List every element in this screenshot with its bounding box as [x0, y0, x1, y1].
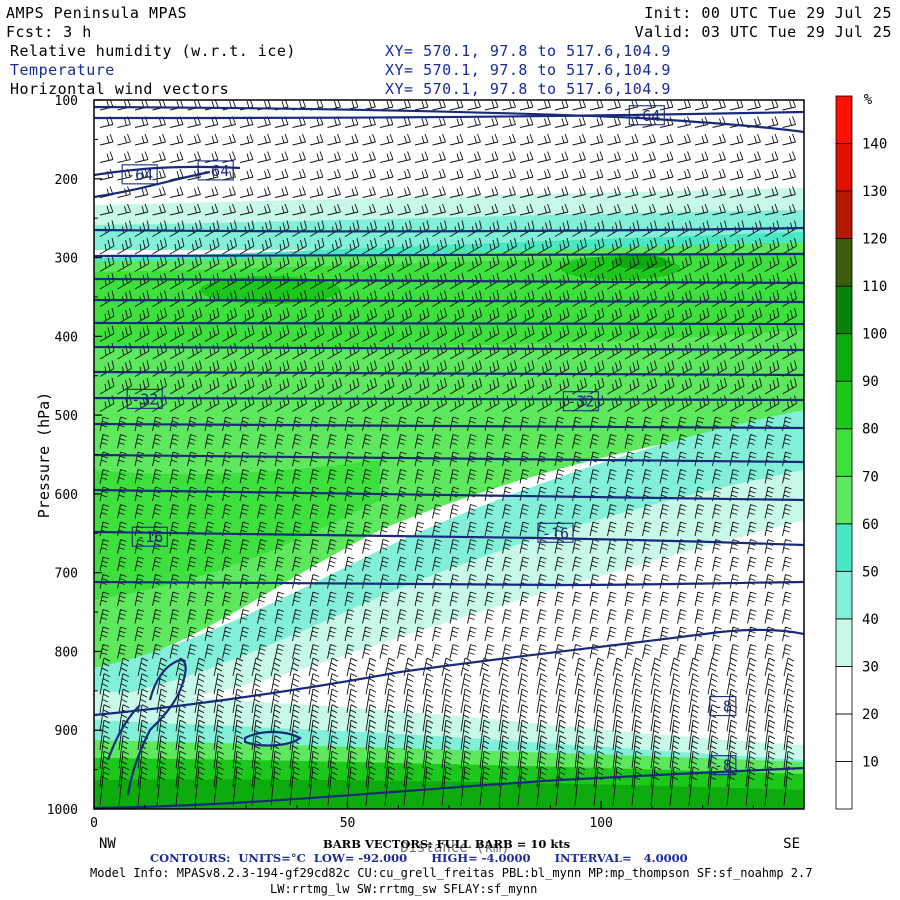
colorbar-level-label: 140 [862, 137, 887, 153]
barb-legend: BARB VECTORS: FULL BARB = 10 kts [323, 837, 571, 851]
colorbar-swatch [835, 428, 853, 477]
figure-title: AMPS Peninsula MPAS [6, 4, 188, 22]
y-tick-label: 500 [55, 409, 78, 424]
y-tick-label: 700 [55, 567, 78, 582]
field-xy-wind: XY= 570.1, 97.8 to 517.6,104.9 [385, 80, 671, 98]
x-tick-label: 50 [340, 816, 356, 831]
colorbar-level-label: 70 [862, 469, 879, 485]
colorbar-swatch [835, 190, 853, 239]
x-axis: 0 50 100 [90, 801, 754, 831]
contour-label: -8 [714, 698, 732, 716]
colorbar-level-label: 110 [862, 279, 887, 295]
contour-labels: -64 -64 -64 -32 -32 -16 -16 -8 -8 [121, 105, 737, 776]
colorbar-level-label: 130 [862, 184, 887, 200]
y-tick-label: 200 [55, 173, 78, 188]
colorbar-swatch [835, 713, 853, 762]
colorbar-level-label: 40 [862, 612, 879, 628]
y-tick-label: 600 [55, 488, 78, 503]
colorbar-level-label: 90 [862, 374, 879, 390]
colorbar-level-label: 120 [862, 232, 887, 248]
colorbar-swatch [835, 761, 853, 810]
contour-label-box [126, 388, 163, 409]
colorbar-swatch [835, 238, 853, 287]
contour-label-box [537, 522, 574, 543]
x-end-label-se: SE [783, 836, 800, 852]
y-tick-label: 300 [55, 252, 78, 267]
colorbar-level-label: 30 [862, 659, 879, 675]
colorbar-level-label: 20 [862, 707, 879, 723]
y-tick-label: 900 [55, 724, 78, 739]
colorbar-level-label: 50 [862, 564, 879, 580]
temperature-contours [94, 105, 804, 809]
y-tick-label: 800 [55, 645, 78, 660]
field-name-rh: Relative humidity (w.r.t. ice) [10, 42, 296, 60]
colorbar-unit: % [864, 92, 873, 108]
y-axis-label: Pressure (hPa) [35, 392, 53, 518]
valid-time: Valid: 03 UTC Tue 29 Jul 25 [634, 23, 892, 41]
contour-label: -16 [542, 524, 569, 542]
contour-label-box [628, 105, 665, 126]
colorbar-level-label: 80 [862, 422, 879, 438]
colorbar-level-label: 10 [862, 754, 879, 770]
colorbar-swatch [835, 666, 853, 715]
colorbar-level-label: 100 [862, 327, 887, 343]
contour-label-box [131, 526, 168, 547]
colorbar-swatch [835, 143, 853, 192]
contour-label: -32 [567, 393, 594, 411]
y-tick-label: 400 [55, 330, 78, 345]
contour-label-box [709, 696, 737, 717]
field-name-temperature: Temperature [10, 61, 115, 79]
colorbar-swatch [835, 380, 853, 430]
init-time: Init: 00 UTC Tue 29 Jul 25 [644, 4, 892, 22]
field-xy-temperature: XY= 570.1, 97.8 to 517.6,104.9 [385, 61, 671, 79]
field-xy-rh: XY= 570.1, 97.8 to 517.6,104.9 [385, 42, 671, 60]
colorbar-swatch [835, 475, 853, 525]
contour-label-box [562, 391, 599, 412]
colorbar-swatch [835, 333, 853, 382]
contour-label: -64 [202, 162, 229, 180]
y-axis: 100 200 300 400 500 600 700 800 900 1000 [47, 94, 102, 818]
colorbar: 10 20 30 40 50 60 70 80 90 100 110 120 130 140 [835, 95, 887, 810]
contour-label-box [121, 164, 158, 185]
forecast-hour: Fcst: 3 h [6, 23, 92, 41]
x-tick-label: 100 [589, 816, 612, 831]
contour-label: -8 [714, 757, 732, 775]
colorbar-swatch [835, 570, 853, 620]
y-tick-label: 1000 [47, 803, 78, 818]
contour-label-box [709, 755, 737, 776]
x-axis-label: Distance (km) [400, 840, 510, 856]
contour-label: -32 [131, 390, 158, 408]
field-name-wind: Horizontal wind vectors [10, 80, 230, 98]
y-tick-label: 100 [55, 94, 78, 109]
physics-info: LW:rrtmg_lw SW:rrtmg_sw SFLAY:sf_mynn [270, 882, 538, 896]
x-tick-label: 0 [90, 816, 98, 831]
colorbar-swatch [835, 618, 853, 667]
contour-label-box [197, 160, 234, 181]
model-info: Model Info: MPASv8.2.3-194-gf29cd82c CU:… [90, 866, 813, 880]
colorbar-swatch [835, 523, 853, 572]
contour-label: -64 [633, 107, 660, 125]
x-end-label-nw: NW [99, 836, 116, 852]
colorbar-swatch [835, 95, 853, 144]
colorbar-swatch [835, 285, 853, 335]
contour-legend: CONTOURS: UNITS=°C LOW= -92.000 HIGH= -4… [150, 851, 688, 865]
contour-label: -64 [126, 166, 153, 184]
contour-label: -16 [136, 528, 163, 546]
colorbar-level-label: 60 [862, 517, 879, 533]
